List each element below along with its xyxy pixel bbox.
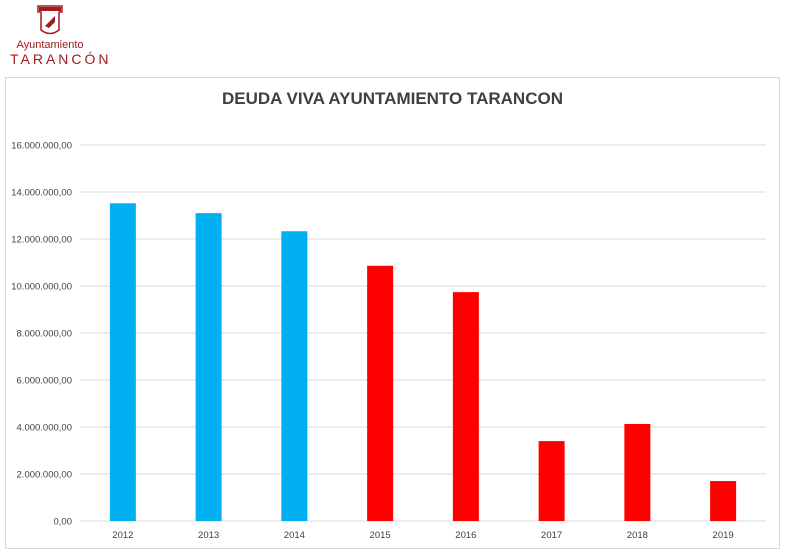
y-tick-label: 4.000.000,00 [17,423,72,434]
y-tick-label: 10.000.000,00 [11,282,72,293]
y-tick-label: 2.000.000,00 [17,470,72,481]
bar-2015 [367,265,394,521]
x-tick-label: 2012 [112,530,133,541]
bar-2013 [195,213,222,521]
ayuntamiento-logo: Ayuntamiento TARANCÓN [8,2,112,67]
y-tick-label: 14.000.000,00 [11,188,72,199]
x-tick-label: 2016 [455,530,476,541]
chart-frame [5,77,780,549]
bar-2018 [624,423,651,521]
bar-2014 [281,231,308,521]
logo-line1: Ayuntamiento [16,39,84,51]
x-tick-label: 2019 [713,530,734,541]
logo-line2: TARANCÓN [10,51,112,67]
x-tick-label: 2014 [284,530,305,541]
x-tick-label: 2017 [541,530,562,541]
y-tick-label: 16.000.000,00 [11,141,72,152]
y-tick-label: 12.000.000,00 [11,235,72,246]
y-tick-label: 8.000.000,00 [17,329,72,340]
x-tick-label: 2013 [198,530,219,541]
bar-2016 [452,292,479,521]
x-tick-label: 2015 [370,530,391,541]
x-tick-label: 2018 [627,530,648,541]
chart-title: DEUDA VIVA AYUNTAMIENTO TARANCON [222,89,563,108]
y-tick-label: 6.000.000,00 [17,376,72,387]
bar-2017 [538,441,565,521]
bar-2019 [710,481,737,521]
coat-of-arms-icon [37,5,63,35]
bar-2012 [109,203,136,521]
y-tick-label: 0,00 [54,517,73,528]
